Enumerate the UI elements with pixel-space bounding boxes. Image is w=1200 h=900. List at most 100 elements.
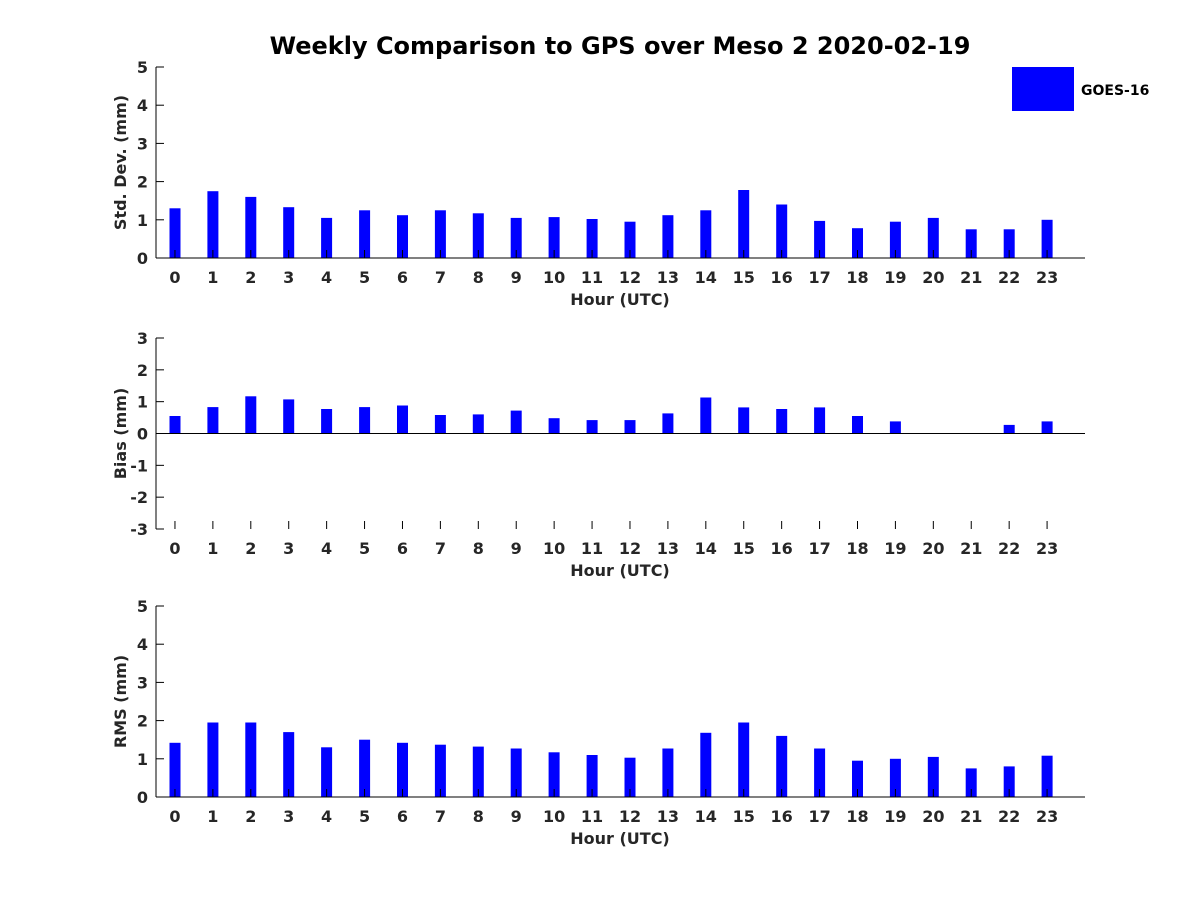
bar-bias-hour-22 — [1003, 424, 1015, 434]
x-tick-label-rms-14: 14 — [695, 807, 717, 826]
x-tick-label-rms-15: 15 — [733, 807, 755, 826]
bar-rms-hour-23 — [1041, 755, 1053, 797]
bar-bias-hour-11 — [586, 420, 598, 434]
x-tick-label-rms-8: 8 — [473, 807, 484, 826]
x-tick-label-stddev-5: 5 — [359, 268, 370, 287]
bar-bias-hour-9 — [510, 410, 522, 434]
bar-stddev-hour-16 — [776, 204, 788, 258]
x-tick-label-stddev-20: 20 — [922, 268, 944, 287]
bar-bias-hour-5 — [359, 407, 371, 434]
bar-rms-hour-19 — [889, 758, 901, 797]
y-tick-label-bias-2: 2 — [137, 361, 148, 380]
bar-rms-hour-0 — [169, 742, 181, 797]
y-tick-label-rms-2: 2 — [137, 712, 148, 731]
x-tick-label-bias-14: 14 — [695, 539, 717, 558]
bar-stddev-hour-2 — [245, 196, 257, 258]
x-tick-label-rms-4: 4 — [321, 807, 332, 826]
x-axis-label-bias: Hour (UTC) — [570, 561, 670, 580]
y-tick-label-stddev-5: 5 — [137, 58, 148, 77]
x-tick-label-stddev-21: 21 — [960, 268, 982, 287]
y-tick-label-rms-1: 1 — [137, 750, 148, 769]
x-tick-label-bias-21: 21 — [960, 539, 982, 558]
x-tick-label-stddev-17: 17 — [808, 268, 830, 287]
bar-rms-hour-1 — [207, 722, 219, 797]
y-tick-label-bias--3: -3 — [130, 520, 148, 539]
bar-stddev-hour-13 — [662, 215, 674, 258]
bar-stddev-hour-4 — [321, 217, 333, 258]
x-tick-label-rms-13: 13 — [657, 807, 679, 826]
bar-rms-hour-20 — [927, 756, 939, 797]
bar-bias-hour-10 — [548, 418, 560, 434]
bar-bias-hour-1 — [207, 407, 219, 434]
bar-stddev-hour-15 — [738, 190, 750, 258]
x-tick-label-stddev-13: 13 — [657, 268, 679, 287]
y-axis-label-bias: Bias (mm) — [111, 388, 130, 480]
bar-bias-hour-7 — [434, 415, 446, 434]
y-tick-label-bias--2: -2 — [130, 488, 148, 507]
x-tick-label-stddev-3: 3 — [283, 268, 294, 287]
bar-rms-hour-22 — [1003, 766, 1015, 797]
bar-rms-hour-14 — [700, 732, 712, 797]
bar-bias-hour-13 — [662, 413, 674, 434]
x-axis-label-rms: Hour (UTC) — [570, 829, 670, 848]
x-tick-label-rms-6: 6 — [397, 807, 408, 826]
x-tick-label-stddev-12: 12 — [619, 268, 641, 287]
x-tick-label-bias-11: 11 — [581, 539, 603, 558]
bar-stddev-hour-10 — [548, 217, 560, 258]
x-tick-label-bias-5: 5 — [359, 539, 370, 558]
y-axis-label-rms: RMS (mm) — [111, 655, 130, 748]
bar-rms-hour-4 — [321, 747, 333, 797]
x-tick-label-rms-12: 12 — [619, 807, 641, 826]
bar-bias-hour-0 — [169, 416, 181, 434]
bar-rms-hour-10 — [548, 752, 560, 797]
x-tick-label-stddev-14: 14 — [695, 268, 717, 287]
y-tick-label-stddev-4: 4 — [137, 96, 148, 115]
x-tick-label-bias-3: 3 — [283, 539, 294, 558]
x-tick-label-stddev-6: 6 — [397, 268, 408, 287]
bar-stddev-hour-12 — [624, 221, 636, 258]
bar-rms-hour-6 — [397, 742, 408, 797]
y-tick-label-stddev-1: 1 — [137, 211, 148, 230]
bar-stddev-hour-3 — [283, 207, 295, 258]
x-tick-label-rms-20: 20 — [922, 807, 944, 826]
bar-stddev-hour-17 — [814, 220, 826, 258]
x-tick-label-stddev-4: 4 — [321, 268, 332, 287]
x-tick-label-rms-0: 0 — [169, 807, 180, 826]
bar-stddev-hour-23 — [1041, 219, 1053, 258]
x-tick-label-stddev-18: 18 — [846, 268, 868, 287]
bar-bias-hour-6 — [397, 405, 408, 434]
x-tick-label-stddev-0: 0 — [169, 268, 180, 287]
bar-stddev-hour-8 — [472, 213, 484, 258]
bar-bias-hour-12 — [624, 420, 636, 434]
x-tick-label-rms-10: 10 — [543, 807, 565, 826]
x-tick-label-bias-0: 0 — [169, 539, 180, 558]
bar-stddev-hour-18 — [852, 228, 863, 258]
x-tick-label-bias-6: 6 — [397, 539, 408, 558]
bar-bias-hour-3 — [283, 399, 295, 434]
x-tick-label-bias-15: 15 — [733, 539, 755, 558]
x-tick-label-bias-22: 22 — [998, 539, 1020, 558]
x-tick-label-bias-18: 18 — [846, 539, 868, 558]
bar-stddev-hour-0 — [169, 208, 181, 258]
bar-bias-hour-17 — [814, 407, 826, 434]
x-tick-label-rms-22: 22 — [998, 807, 1020, 826]
y-tick-label-stddev-2: 2 — [137, 173, 148, 192]
bar-bias-hour-16 — [776, 409, 788, 434]
x-tick-label-stddev-10: 10 — [543, 268, 565, 287]
x-tick-label-stddev-1: 1 — [207, 268, 218, 287]
bar-bias-hour-15 — [738, 407, 750, 434]
x-tick-label-rms-7: 7 — [435, 807, 446, 826]
x-tick-label-stddev-16: 16 — [771, 268, 793, 287]
x-tick-label-rms-5: 5 — [359, 807, 370, 826]
bar-rms-hour-18 — [852, 760, 863, 797]
bar-rms-hour-17 — [814, 748, 826, 797]
x-tick-label-stddev-11: 11 — [581, 268, 603, 287]
bar-bias-hour-19 — [889, 421, 901, 434]
x-tick-label-rms-1: 1 — [207, 807, 218, 826]
bar-stddev-hour-19 — [889, 221, 901, 258]
y-tick-label-rms-4: 4 — [137, 635, 148, 654]
y-tick-label-rms-3: 3 — [137, 673, 148, 692]
